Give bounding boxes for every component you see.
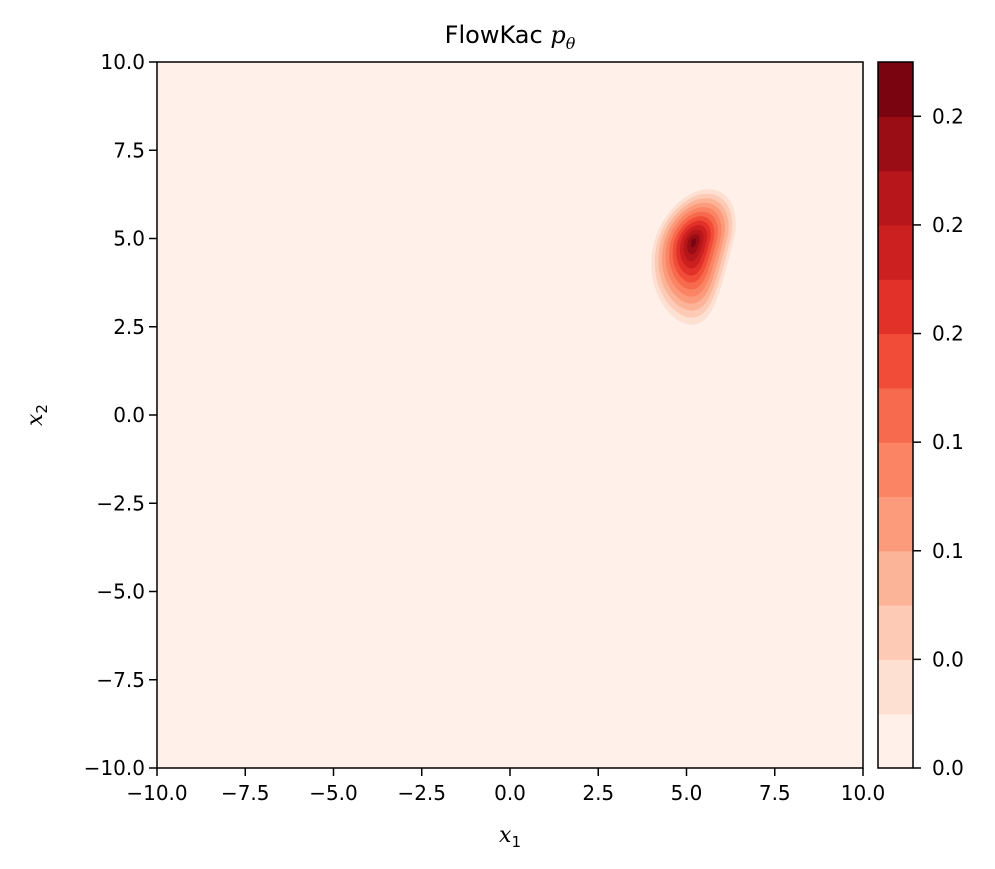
colorbar-band <box>878 333 913 389</box>
x-tick-label: −2.5 <box>397 781 446 805</box>
title-text: FlowKac <box>445 21 551 49</box>
colorbar-band <box>878 605 913 660</box>
colorbar-frame <box>877 61 914 769</box>
y-tick-label: −5.0 <box>96 580 145 604</box>
y-axis-label: x2 <box>23 404 51 426</box>
y-axis: 10.0 7.5 5.0 2.5 0.0 −2.5 −5.0 −7.5 −10.0 <box>84 50 157 780</box>
x-tick-label: 0.0 <box>494 781 526 805</box>
colorbar-tick-label: 0.2 <box>932 322 964 346</box>
x-axis: −10.0 −7.5 −5.0 −2.5 0.0 2.5 5.0 7.5 10.0 <box>126 768 885 805</box>
y-tick-label: 7.5 <box>113 138 145 162</box>
colorbar-ticks: 0.0 0.0 0.1 0.1 0.2 0.2 0.2 <box>913 104 964 780</box>
colorbar-band <box>878 116 913 172</box>
y-axis-label-subscript: 2 <box>33 404 51 414</box>
title-math-symbol: p <box>550 21 565 49</box>
colorbar-band <box>878 550 913 606</box>
title-math-subscript: θ <box>566 34 576 53</box>
colorbar-tick-label: 0.0 <box>932 756 964 780</box>
colorbar-bands <box>878 62 913 769</box>
x-tick-label: 7.5 <box>759 781 791 805</box>
plot-background <box>157 62 863 768</box>
x-axis-label: x1 <box>499 823 521 851</box>
colorbar-tick-label: 0.2 <box>932 104 964 128</box>
x-tick-label: −5.0 <box>309 781 358 805</box>
colorbar-tick-label: 0.0 <box>932 647 964 671</box>
colorbar-tick-label: 0.1 <box>932 539 964 563</box>
density-contour-level-12 <box>690 238 697 248</box>
plot-area <box>156 61 864 769</box>
x-tick-label: −10.0 <box>126 781 187 805</box>
density-contours <box>651 189 736 325</box>
y-tick-label: −7.5 <box>96 668 145 692</box>
y-tick-label: −2.5 <box>96 491 145 515</box>
colorbar-tick-label: 0.1 <box>932 430 964 454</box>
colorbar-band <box>878 279 913 335</box>
y-tick-label: −10.0 <box>84 756 145 780</box>
colorbar-band <box>878 224 913 280</box>
x-tick-label: 2.5 <box>582 781 614 805</box>
x-axis-label-symbol: x <box>499 823 512 848</box>
x-tick-label: 10.0 <box>841 781 886 805</box>
y-tick-label: 5.0 <box>113 227 145 251</box>
x-axis-label-subscript: 1 <box>511 833 521 851</box>
x-tick-label: −7.5 <box>221 781 270 805</box>
colorbar-band <box>878 713 913 769</box>
colorbar-band <box>878 387 913 443</box>
y-axis-label-symbol: x <box>23 413 48 426</box>
x-tick-label: 5.0 <box>671 781 703 805</box>
colorbar: 0.0 0.0 0.1 0.1 0.2 0.2 0.2 <box>877 61 964 780</box>
colorbar-band <box>878 62 913 117</box>
colorbar-band <box>878 170 913 226</box>
y-tick-label: 10.0 <box>100 50 145 74</box>
colorbar-band <box>878 659 913 715</box>
colorbar-tick-label: 0.2 <box>932 213 964 237</box>
y-tick-label: 0.0 <box>113 403 145 427</box>
chart-title: FlowKac pθ <box>445 21 576 53</box>
colorbar-band <box>878 496 913 552</box>
y-tick-label: 2.5 <box>113 315 145 339</box>
colorbar-band <box>878 442 913 498</box>
